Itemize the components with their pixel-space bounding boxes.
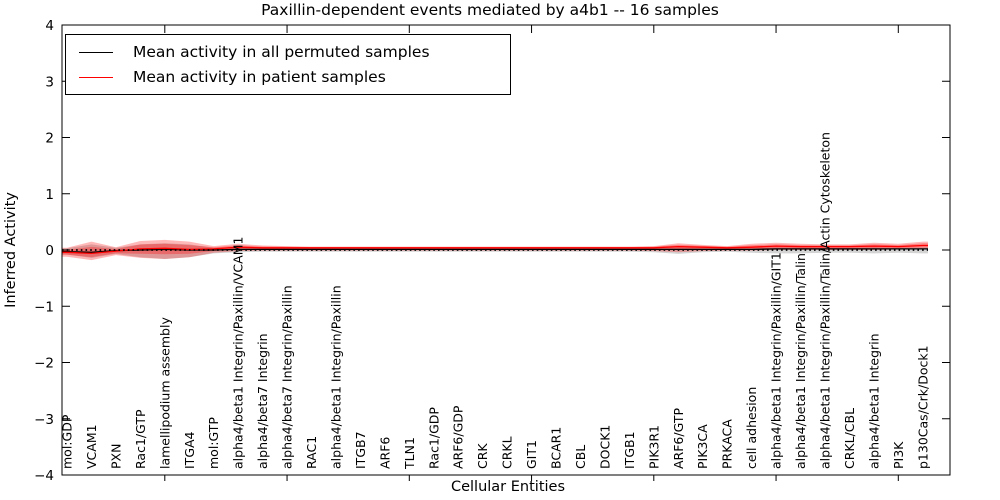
series-line-patient bbox=[62, 244, 928, 255]
x-category-label: alpha4/beta1 Integrin bbox=[866, 333, 881, 469]
x-category-label: VCAM1 bbox=[84, 424, 99, 469]
x-category-label: GIT1 bbox=[524, 440, 539, 469]
x-category-label: RAC1 bbox=[304, 436, 319, 469]
x-category-label: ARF6/GDP bbox=[451, 405, 466, 469]
band-patient-inner bbox=[62, 243, 928, 258]
x-category-label: alpha4/beta1 Integrin/Paxillin/GIT1 bbox=[769, 252, 784, 469]
y-tick-label: −2 bbox=[34, 356, 54, 372]
x-category-label: alpha4/beta7 Integrin/Paxillin bbox=[280, 285, 295, 469]
x-category-label: mol:GDP bbox=[60, 414, 75, 469]
x-category-label: TLN1 bbox=[402, 437, 417, 470]
x-category-label: PXN bbox=[108, 444, 123, 469]
x-category-label: ARF6 bbox=[377, 437, 392, 469]
x-category-label: Rac1/GDP bbox=[426, 407, 441, 469]
y-tick-label: 1 bbox=[45, 187, 54, 203]
band-permuted-envelope bbox=[62, 243, 928, 259]
x-axis-label: Cellular Entities bbox=[450, 479, 566, 495]
chart-title: Paxillin-dependent events mediated by a4… bbox=[261, 1, 719, 19]
x-category-label: alpha4/beta7 Integrin bbox=[255, 333, 270, 469]
x-category-label: lamellipodium assembly bbox=[157, 317, 172, 469]
y-tick-label: −3 bbox=[34, 412, 54, 428]
x-category-label: BCAR1 bbox=[549, 427, 564, 469]
legend-item-permuted: Mean activity in all permuted samples bbox=[79, 43, 510, 61]
y-tick-label: 3 bbox=[45, 74, 54, 90]
permuted-line-swatch bbox=[79, 51, 113, 53]
x-category-label: ITGB1 bbox=[622, 431, 637, 469]
x-category-label: ITGA4 bbox=[182, 431, 197, 469]
x-category-label: CBL bbox=[573, 445, 588, 469]
x-category-label: ARF6/GTP bbox=[671, 408, 686, 469]
y-axis-label: Inferred Activity bbox=[3, 192, 19, 308]
y-tick-label: 2 bbox=[45, 131, 54, 147]
x-category-label: mol:GTP bbox=[206, 417, 221, 469]
x-category-label: PIK3CA bbox=[695, 424, 710, 469]
x-category-label: ITGB7 bbox=[353, 431, 368, 469]
x-category-label: PRKACA bbox=[720, 419, 735, 469]
x-category-label: PI3K bbox=[891, 441, 906, 469]
x-category-label: CRKL bbox=[500, 436, 515, 469]
y-tick-label: 4 bbox=[45, 18, 54, 34]
x-category-label: CRKL/CBL bbox=[842, 408, 857, 469]
legend-label: Mean activity in patient samples bbox=[133, 68, 386, 86]
legend-item-patient: Mean activity in patient samples bbox=[79, 68, 510, 86]
x-category-label: p130Cas/Crk/Dock1 bbox=[915, 345, 930, 469]
y-tick-label: 0 bbox=[45, 243, 54, 259]
x-category-label: DOCK1 bbox=[597, 425, 612, 469]
x-category-label: alpha4/beta1 Integrin/Paxillin/Talin/Act… bbox=[817, 132, 832, 469]
x-category-label: Rac1/GTP bbox=[133, 409, 148, 469]
x-category-label: alpha4/beta1 Integrin/Paxillin/VCAM1 bbox=[231, 237, 246, 469]
x-category-label: alpha4/beta1 Integrin/Paxillin/Talin bbox=[793, 253, 808, 469]
x-category-label: CRK bbox=[475, 443, 490, 469]
legend: Mean activity in all permuted samples Me… bbox=[65, 34, 511, 95]
x-category-label: PIK3R1 bbox=[646, 425, 661, 469]
y-tick-label: −1 bbox=[34, 299, 54, 315]
x-category-label: alpha4/beta1 Integrin/Paxillin bbox=[328, 285, 343, 469]
patient-line-swatch bbox=[79, 76, 113, 78]
x-category-label: cell adhesion bbox=[744, 387, 759, 469]
legend-label: Mean activity in all permuted samples bbox=[133, 43, 430, 61]
y-tick-label: −4 bbox=[34, 468, 54, 484]
